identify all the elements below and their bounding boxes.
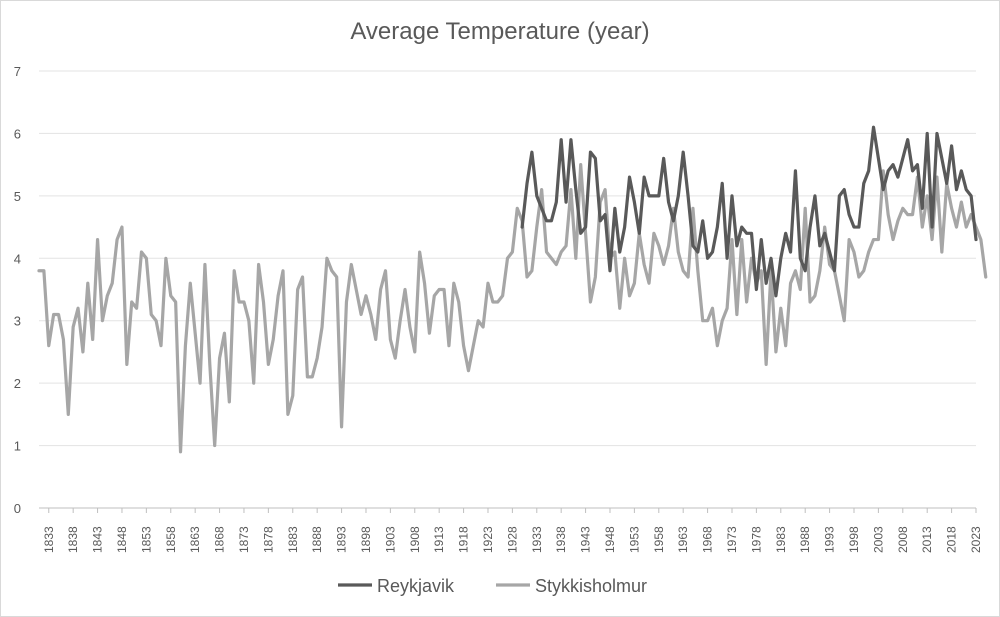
y-tick-label: 0: [14, 501, 21, 516]
x-tick-label: 1948: [603, 526, 617, 553]
x-tick-label: 1958: [652, 526, 666, 553]
legend: Reykjavik Stykkisholmur: [338, 576, 647, 596]
y-tick-label: 2: [14, 376, 21, 391]
x-tick-label: 2008: [896, 526, 910, 553]
x-tick-label: 1868: [213, 526, 227, 553]
x-tick-label: 1898: [359, 526, 373, 553]
y-tick-label: 4: [14, 251, 21, 266]
x-tick-label: 2013: [920, 526, 934, 553]
x-tick-label: 1938: [554, 526, 568, 553]
series-line-stykkisholmur: [37, 163, 988, 454]
x-tick-label: 1878: [261, 526, 275, 553]
chart-title: Average Temperature (year): [350, 18, 650, 45]
x-tick-label: 1848: [115, 526, 129, 553]
y-tick-label: 7: [14, 64, 21, 79]
x-tick-label: 1993: [823, 526, 837, 553]
x-tick-label: 1888: [310, 526, 324, 553]
gridlines: [39, 70, 976, 509]
x-tick-label: 2023: [969, 526, 983, 553]
x-tick-label: 1873: [237, 526, 251, 553]
x-tick-label: 1988: [798, 526, 812, 553]
x-tick-label: 1843: [91, 526, 105, 553]
x-tick-label: 1863: [188, 526, 202, 553]
x-tick-label: 1838: [66, 526, 80, 553]
x-tick-label: 2018: [945, 526, 959, 553]
x-tick-label: 1903: [383, 526, 397, 553]
legend-label-reykjavik: Reykjavik: [377, 576, 455, 596]
x-tick-label: 1933: [530, 526, 544, 553]
x-tick-label: 1953: [627, 526, 641, 553]
x-tick-label: 1923: [481, 526, 495, 553]
y-tick-label: 6: [14, 126, 21, 141]
x-tick-label: 1968: [701, 526, 715, 553]
x-tick-label: 1893: [335, 526, 349, 553]
y-axis-ticks: 0 1 2 3 4 5 6 7: [14, 64, 21, 516]
x-tick-label: 1883: [286, 526, 300, 553]
x-tick-label: 1983: [774, 526, 788, 553]
x-tick-label: 1943: [579, 526, 593, 553]
legend-label-stykkisholmur: Stykkisholmur: [535, 576, 647, 596]
y-tick-label: 1: [14, 439, 21, 454]
y-tick-label: 3: [14, 314, 21, 329]
series-lines: [37, 125, 988, 454]
x-tick-label: 1833: [42, 526, 56, 553]
x-tick-label: 1928: [505, 526, 519, 553]
x-tick-label: 2003: [871, 526, 885, 553]
x-tick-label: 1918: [457, 526, 471, 553]
series-line-reykjavik: [520, 125, 978, 298]
x-tick-label: 1998: [847, 526, 861, 553]
x-tick-label: 1913: [432, 526, 446, 553]
x-tick-label: 1853: [139, 526, 153, 553]
x-axis-ticks: 1833 1838 1843 1848 1853 1858 1863 1868 1873 1878…: [42, 508, 983, 553]
x-tick-label: 1978: [749, 526, 763, 553]
x-tick-label: 1858: [164, 526, 178, 553]
x-tick-label: 1973: [725, 526, 739, 553]
y-tick-label: 5: [14, 189, 21, 204]
x-tick-label: 1963: [676, 526, 690, 553]
x-tick-label: 1908: [408, 526, 422, 553]
